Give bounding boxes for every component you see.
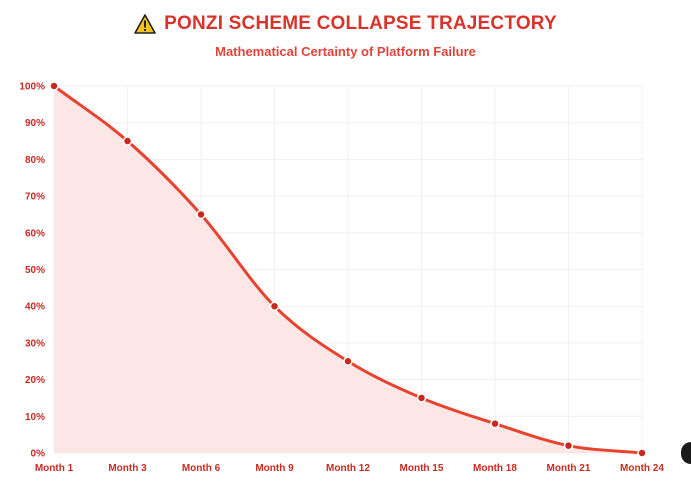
data-point (49, 81, 59, 91)
chart-header: PONZI SCHEME COLLAPSE TRAJECTORY Mathema… (0, 10, 691, 59)
data-point (196, 209, 206, 220)
y-tick-label: 70% (25, 192, 45, 203)
y-tick-label: 30% (25, 338, 45, 349)
data-point (490, 418, 500, 429)
data-point (637, 448, 647, 458)
data-point (416, 393, 427, 403)
x-tick-label: Month 24 (620, 463, 664, 474)
x-tick-label: Month 12 (326, 463, 370, 474)
data-point (269, 301, 280, 311)
chart-subtitle: Mathematical Certainty of Platform Failu… (215, 44, 476, 59)
warning-icon (134, 14, 156, 34)
series-area-fill (54, 86, 642, 453)
x-tick-label: Month 9 (255, 463, 294, 474)
data-point (563, 440, 574, 451)
y-tick-label: 90% (25, 118, 45, 129)
y-tick-label: 80% (25, 155, 45, 166)
y-tick-label: 50% (25, 265, 45, 276)
x-tick-label: Month 21 (547, 463, 591, 474)
data-point (343, 356, 353, 366)
x-tick-label: Month 3 (108, 463, 147, 474)
y-tick-label: 10% (25, 412, 45, 423)
y-tick-label: 100% (19, 82, 45, 93)
side-scroll-handle[interactable] (681, 442, 691, 464)
series-line (52, 84, 644, 455)
x-tick-label: Month 1 (35, 463, 74, 474)
y-tick-label: 40% (25, 302, 45, 313)
x-tick-label: Month 6 (182, 463, 221, 474)
y-tick-label: 60% (25, 228, 45, 239)
title-row: PONZI SCHEME COLLAPSE TRAJECTORY (0, 10, 691, 38)
y-tick-label: 20% (25, 375, 45, 386)
data-point (122, 136, 133, 146)
x-tick-label: Month 18 (473, 463, 517, 474)
x-tick-label: Month 15 (400, 463, 444, 474)
y-tick-label: 0% (31, 449, 46, 460)
chart-title: PONZI SCHEME COLLAPSE TRAJECTORY (164, 13, 557, 34)
